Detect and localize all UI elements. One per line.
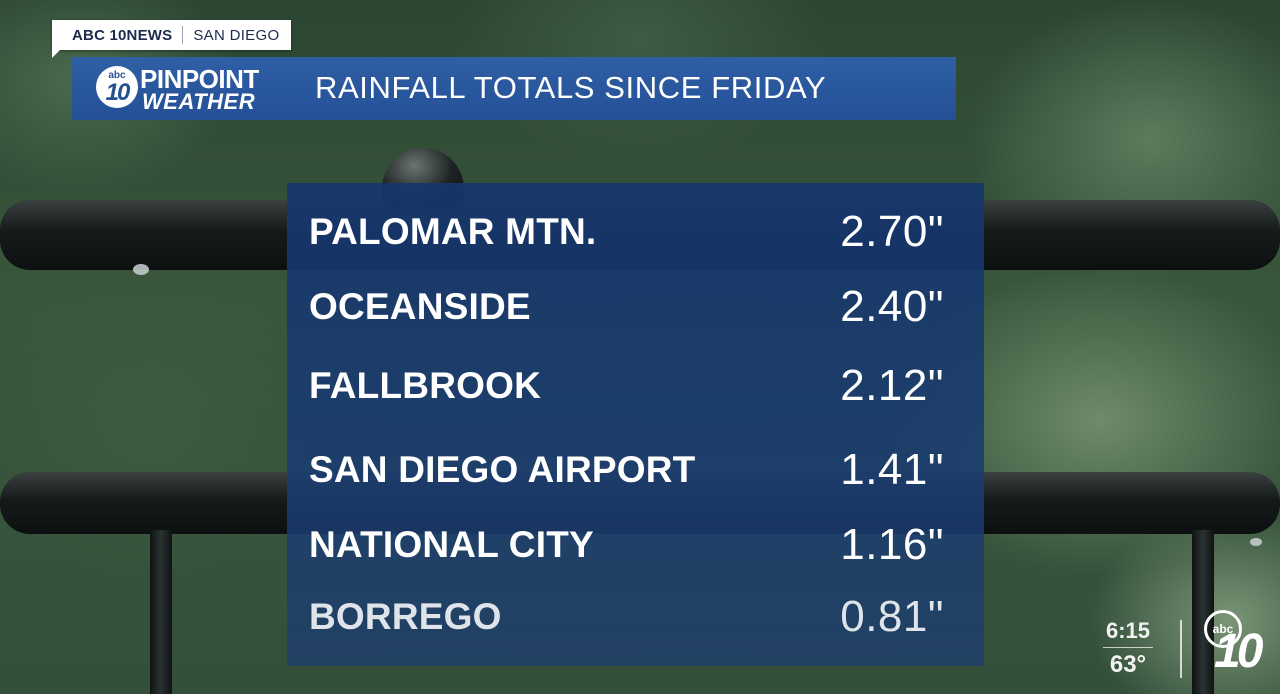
brand-weather: WEATHER (142, 89, 256, 114)
location-name: FALLBROOK (309, 365, 542, 406)
station-bug-tail (52, 50, 60, 58)
corner-logo-number: 10 (1214, 625, 1263, 678)
table-row: SAN DIEGO AIRPORT 1.41" (287, 441, 984, 497)
current-time: 6:15 (1105, 618, 1151, 643)
water-droplet (133, 264, 149, 275)
corner-separator (1180, 620, 1182, 678)
station-city: SAN DIEGO (193, 26, 280, 44)
station-divider (182, 26, 184, 44)
station-bug: ABC 10NEWS SAN DIEGO (52, 20, 292, 58)
railing-post (1192, 530, 1214, 694)
rainfall-table: PALOMAR MTN. 2.70" OCEANSIDE 2.40" FALLB… (287, 183, 984, 666)
table-row: PALOMAR MTN. 2.70" (287, 203, 984, 259)
logo-number-text: 10 (105, 79, 131, 106)
table-row: OCEANSIDE 2.40" (287, 278, 984, 334)
water-droplet (1250, 538, 1262, 546)
location-name: SAN DIEGO AIRPORT (309, 449, 696, 490)
table-row: BORREGO 0.81" (287, 588, 984, 644)
table-row: NATIONAL CITY 1.16" (287, 516, 984, 572)
rainfall-amount: 2.40" (840, 282, 944, 331)
location-name: PALOMAR MTN. (309, 211, 597, 252)
current-temperature: 63° (1109, 651, 1147, 678)
rainfall-amount: 0.81" (840, 592, 944, 641)
location-name: BORREGO (309, 596, 502, 637)
brand-pinpoint: PINPOINT (140, 64, 259, 94)
logo-abc-text: abc (108, 70, 126, 81)
abc10-corner-logo-icon: abc 10 (1204, 610, 1276, 682)
title-bar: abc 10 PINPOINT WEATHER RAINFALL TOTALS … (72, 57, 956, 120)
abc10-logo-icon: abc 10 (96, 66, 138, 108)
location-name: OCEANSIDE (309, 286, 531, 327)
rainfall-amount: 2.12" (840, 361, 944, 410)
rainfall-amount: 1.16" (840, 520, 944, 569)
rainfall-amount: 1.41" (840, 445, 944, 494)
railing-post (150, 530, 172, 694)
time-temp-divider (1103, 647, 1153, 648)
corner-logo-abc: abc (1204, 610, 1242, 648)
location-name: NATIONAL CITY (309, 524, 594, 565)
station-name: ABC 10NEWS (72, 26, 173, 44)
table-row: FALLBROOK 2.12" (287, 357, 984, 413)
rainfall-amount: 2.70" (840, 207, 944, 256)
page-title: RAINFALL TOTALS SINCE FRIDAY (315, 70, 827, 105)
time-temp-readout: 6:15 63° (1098, 618, 1158, 679)
